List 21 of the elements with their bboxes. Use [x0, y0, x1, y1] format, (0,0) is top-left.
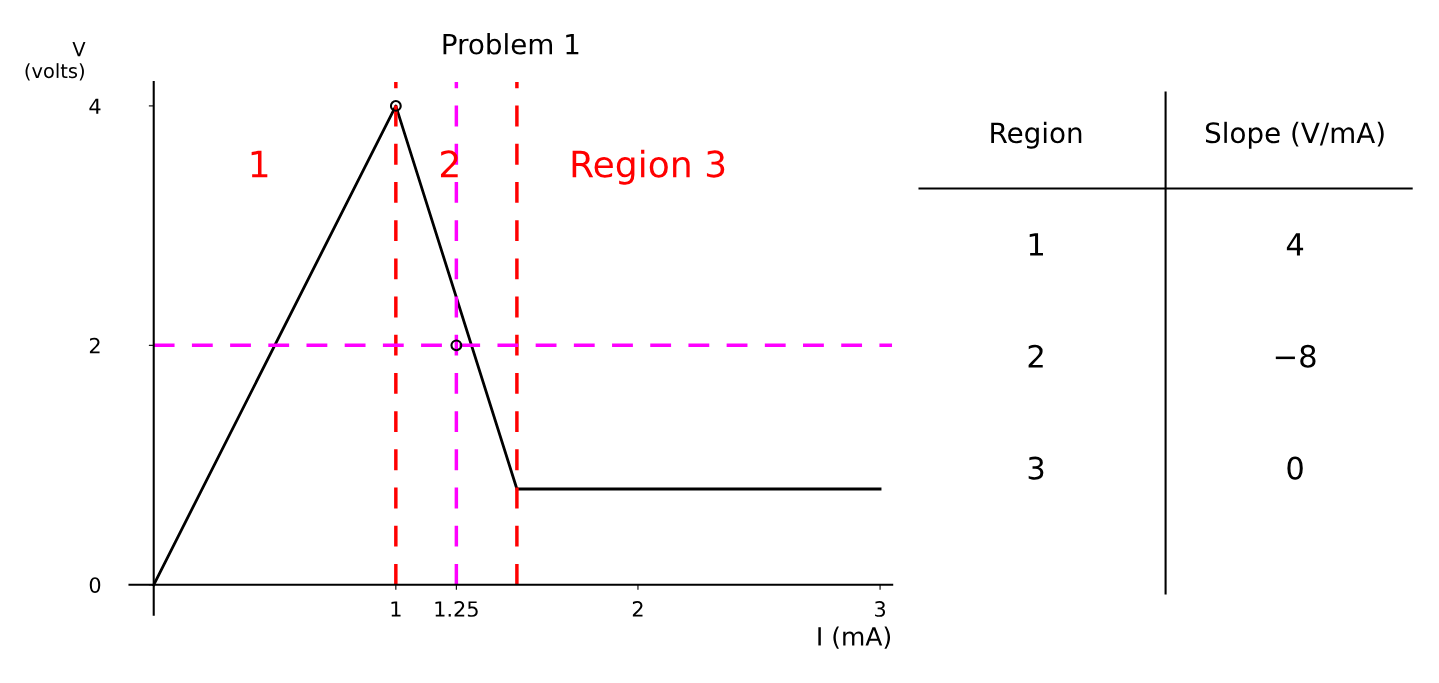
annotation: 1 [251, 150, 268, 178]
x-tick-label: 1 [391, 601, 401, 617]
text: Slope (V/mA) [1205, 121, 1384, 149]
annotation: Region 3 [572, 149, 725, 185]
text: 2 [1028, 344, 1043, 368]
text: −8 [1275, 344, 1316, 368]
annotation: 2 [440, 150, 458, 178]
x-axis-title: I (mA) [818, 626, 891, 649]
text: 4 [1286, 233, 1304, 256]
text: 3 [1028, 456, 1044, 480]
y-tick-label: 2 [89, 337, 100, 354]
y-tick-label: 0 [89, 577, 101, 593]
text: Region [991, 121, 1082, 149]
x-tick-label: 3 [875, 601, 886, 617]
y-tick-label: 4 [89, 98, 101, 114]
y-axis-title: V (volts) [25, 41, 86, 81]
x-tick-label: 2 [632, 601, 643, 617]
text: 0 [1287, 456, 1303, 480]
chart-title: Problem 1 [443, 33, 579, 55]
x-tick-label: 1.25 [435, 601, 478, 617]
text: 1 [1029, 233, 1043, 256]
